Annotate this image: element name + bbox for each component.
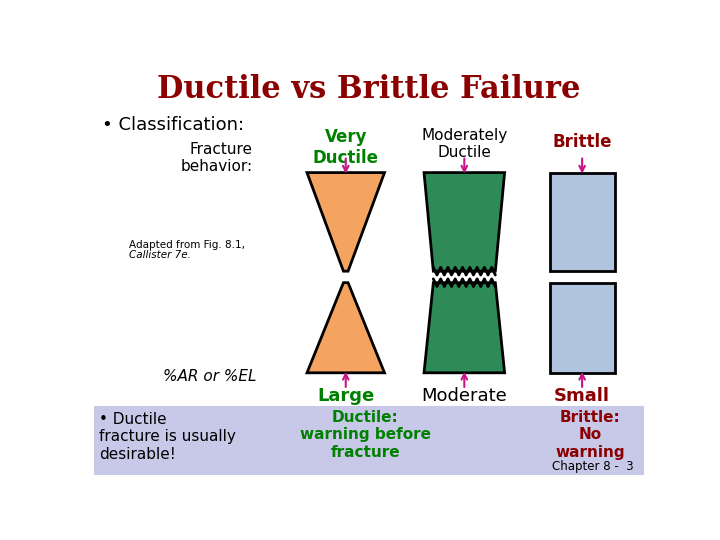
Text: Moderate: Moderate [421, 387, 507, 404]
Bar [94, 406, 644, 475]
Text: Very
Ductile: Very Ductile [312, 128, 379, 167]
Text: %AR or %EL: %AR or %EL [163, 369, 256, 384]
Text: Large: Large [317, 387, 374, 404]
Text: Ductile vs Brittle Failure: Ductile vs Brittle Failure [157, 74, 581, 105]
Polygon shape [307, 283, 384, 373]
Text: Ductile:
warning before
fracture: Ductile: warning before fracture [300, 410, 431, 460]
Polygon shape [424, 173, 505, 271]
Text: Brittle: Brittle [552, 132, 612, 151]
Text: Brittle:
No
warning: Brittle: No warning [555, 410, 625, 460]
Text: Callister 7e.: Callister 7e. [129, 251, 191, 260]
Text: Moderately
Ductile: Moderately Ductile [421, 128, 508, 160]
Text: • Classification:: • Classification: [102, 116, 244, 134]
Polygon shape [307, 173, 384, 271]
Text: Chapter 8 -  3: Chapter 8 - 3 [552, 460, 634, 473]
Text: • Ductile
fracture is usually
desirable!: • Ductile fracture is usually desirable! [99, 412, 236, 462]
Bar [549, 283, 615, 373]
Text: Adapted from Fig. 8.1,: Adapted from Fig. 8.1, [129, 240, 245, 251]
Text: Fracture
behavior:: Fracture behavior: [181, 142, 253, 174]
Bar [549, 173, 615, 271]
Text: Small: Small [554, 387, 610, 404]
Polygon shape [424, 283, 505, 373]
